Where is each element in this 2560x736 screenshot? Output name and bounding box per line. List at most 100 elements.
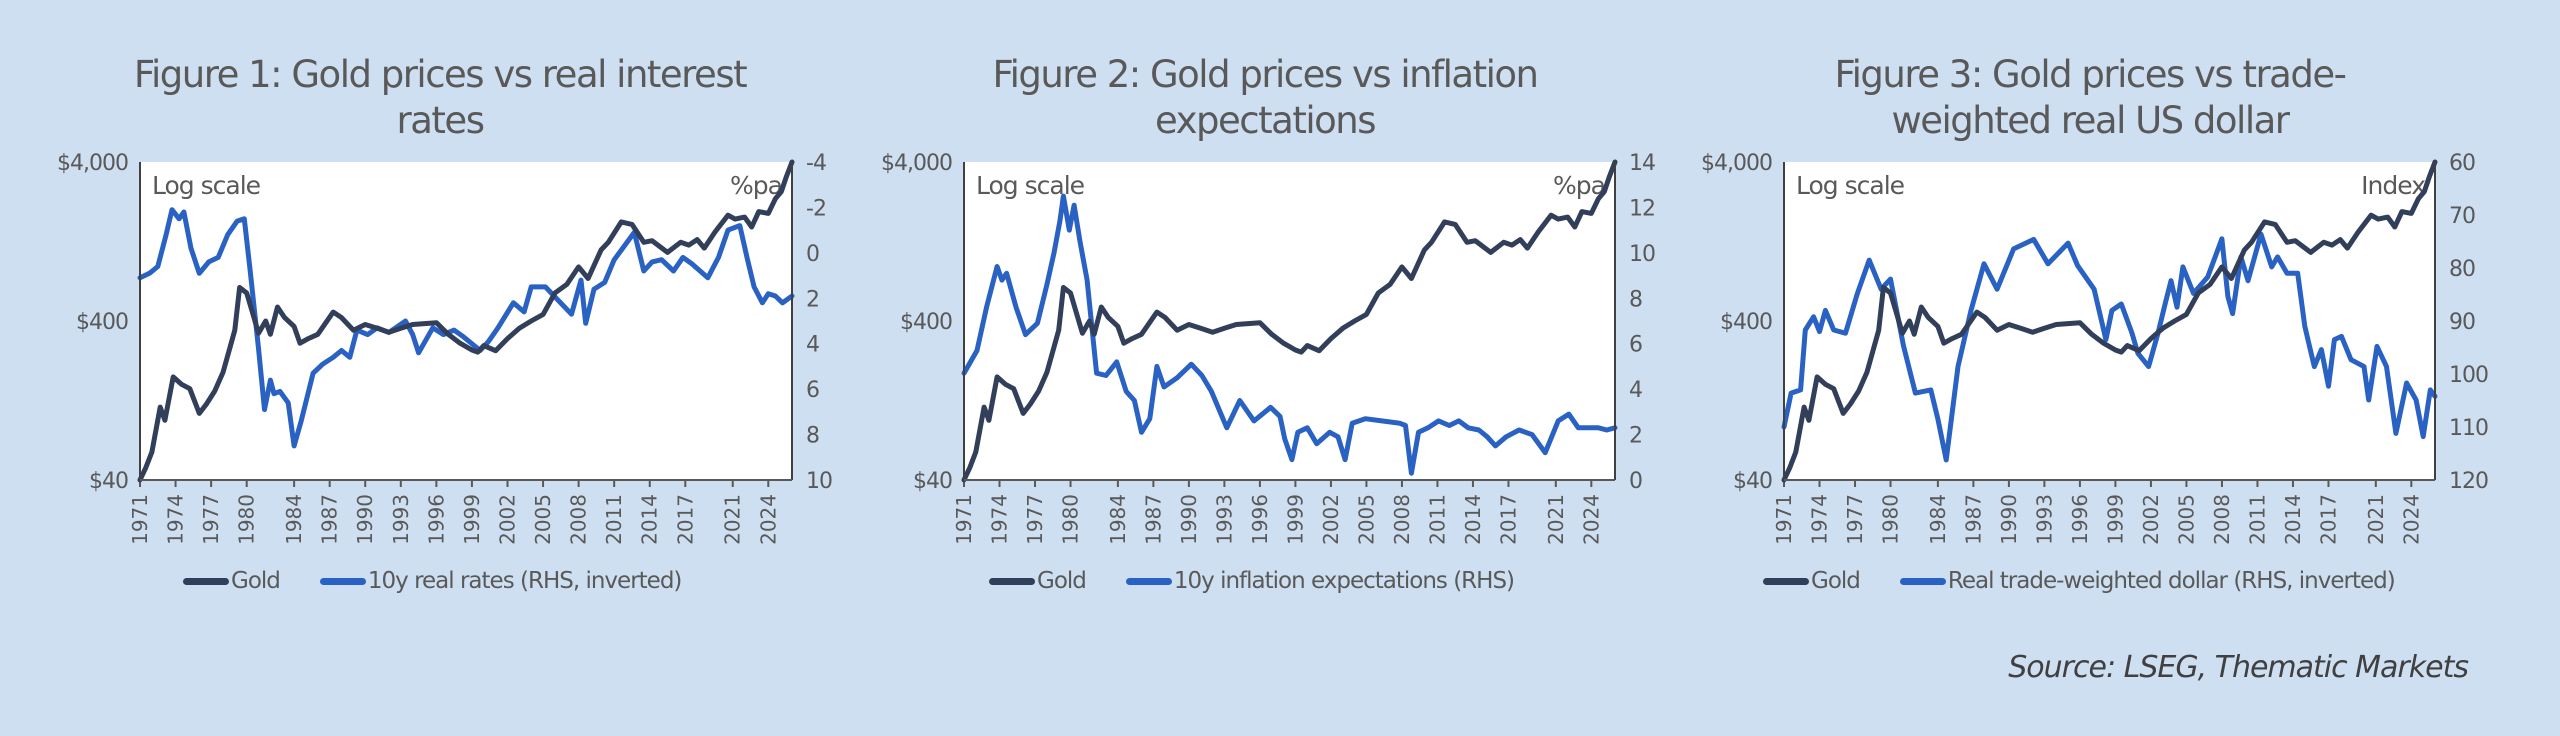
x-axis-tick-label: 1977	[1843, 494, 1867, 545]
right-axis-tick-label: 90	[2449, 310, 2475, 335]
x-axis-tick-label: 1987	[1961, 494, 1985, 545]
x-axis-tick-label: 1996	[1248, 494, 1272, 545]
x-axis-tick-label: 1984	[282, 494, 306, 545]
x-axis-tick-label: 1971	[952, 494, 976, 545]
right-axis-tick-label: 2	[806, 287, 819, 312]
x-axis-tick-label: 2005	[1354, 494, 1378, 545]
x-axis-tick-label: 1984	[1106, 494, 1130, 545]
x-axis-tick-label: 1996	[2068, 494, 2092, 545]
x-axis-tick-label: 2002	[495, 494, 519, 545]
figure-2: Figure 2: Gold prices vs inflation expec…	[881, 53, 1656, 594]
left-axis-tick-label: $4,000	[57, 151, 128, 176]
right-axis-tick-label: 8	[806, 424, 819, 449]
x-axis-tick-label: 2011	[1425, 494, 1449, 545]
x-axis-tick-label: 2008	[567, 494, 591, 545]
x-axis-tick-label: 1993	[2032, 494, 2056, 545]
figure-1-chart: $4,000 $400 $40 -4 -2 0 2 4 6 8 10 1971 1974 1977 1980…	[57, 151, 833, 545]
right-axis-tick-label: 8	[1629, 287, 1642, 312]
x-axis-tick-label: 1974	[1808, 494, 1832, 545]
x-axis-tick-label: 1987	[318, 494, 342, 545]
right-axis-tick-label: 4	[806, 333, 819, 358]
series-rhs-line	[961, 193, 1618, 476]
legend-item-inflation-expectations: 10y inflation expectations (RHS)	[1125, 568, 1515, 594]
legend-swatch-inflation-expectations	[1125, 577, 1172, 585]
figure-3: Figure 3: Gold prices vs trade- weighted…	[1701, 53, 2489, 594]
left-axis-tick-label: $400	[900, 310, 952, 335]
x-axis-tick-label: 2005	[2174, 494, 2198, 545]
x-axis-tick-label: 1980	[235, 494, 259, 545]
x-axis-tick-label: 2021	[721, 494, 745, 545]
left-axis-tick-label: $40	[913, 469, 952, 494]
x-axis-tick-label: 2014	[2281, 494, 2305, 545]
x-axis-tick-label: 1971	[1772, 494, 1796, 545]
x-axis-tick-label: 2008	[2210, 494, 2234, 545]
right-axis-tick-label: 100	[2449, 363, 2488, 388]
x-axis-tick-label: 2024	[2399, 494, 2423, 545]
legend-item-gold: Gold	[1763, 568, 1861, 594]
x-axis-tick-label: 2014	[638, 494, 662, 545]
legend-swatch-gold	[1763, 577, 1809, 585]
right-axis-tick-label: 0	[806, 242, 819, 267]
x-axis-tick-label: 2024	[1579, 494, 1603, 545]
right-axis-tick-label: 6	[806, 378, 819, 403]
right-axis-tick-label: 0	[1629, 469, 1642, 494]
series-gold-line	[1781, 159, 2438, 483]
x-axis-tick-label: 2017	[673, 494, 697, 545]
right-axis-tick-label: 6	[1629, 333, 1642, 358]
right-axis-tick-label: 14	[1629, 151, 1655, 176]
series-gold-line	[961, 159, 1618, 483]
figure-1-title: Figure 1: Gold prices vs real interest r…	[133, 53, 748, 142]
source-note: Source: LSEG, Thematic Markets	[2008, 650, 2469, 685]
figure-2-title: Figure 2: Gold prices vs inflation expec…	[992, 53, 1539, 142]
left-axis-tick-label: $4,000	[881, 151, 952, 176]
left-axis-tick-label: $400	[1720, 310, 1772, 335]
x-axis-tick-label: 1999	[2103, 494, 2127, 545]
x-axis-tick-label: 1980	[1059, 494, 1083, 545]
right-axis-tick-label: 10	[806, 469, 832, 494]
x-axis-tick-label: 1974	[988, 494, 1012, 545]
x-axis-tick-label: 2021	[1544, 494, 1568, 545]
left-axis-tick-label: $40	[89, 469, 128, 494]
x-axis-tick-label: 1996	[424, 494, 448, 545]
log-scale-annotation: Log scale	[1796, 171, 1905, 200]
x-axis-tick-label: 1977	[1023, 494, 1047, 545]
left-axis-tick-label: $40	[1733, 469, 1772, 494]
x-axis-tick-label: 2005	[531, 494, 555, 545]
series-rhs-line	[137, 207, 795, 449]
x-axis-tick-label: 1999	[460, 494, 484, 545]
legend-swatch-gold	[183, 577, 229, 585]
right-axis-tick-label: -2	[806, 196, 826, 221]
figure-3-chart: $4,000 $400 $40 60 70 80 90 100 110 120 1971 1974 19…	[1701, 151, 2489, 545]
legend-swatch-real-dollar	[1899, 577, 1946, 585]
right-axis-tick-label: 60	[2449, 151, 2475, 176]
legend-item-gold: Gold	[183, 568, 281, 594]
right-axis-unit-label: Index	[2361, 171, 2425, 200]
x-axis-tick-label: 2002	[1319, 494, 1343, 545]
left-axis-tick-label: $4,000	[1701, 151, 1772, 176]
x-axis-tick-label: 2024	[756, 494, 780, 545]
x-axis-tick-label: 2021	[2364, 494, 2388, 545]
right-axis-tick-label: 4	[1629, 378, 1642, 403]
x-axis-tick-label: 1974	[164, 494, 188, 545]
x-axis-tick-label: 2017	[2316, 494, 2340, 545]
figure-2-legend: Gold 10y inflation expectations (RHS)	[989, 568, 1554, 594]
legend-item-real-dollar: Real trade-weighted dollar (RHS, inverte…	[1899, 568, 2396, 594]
plot-area	[140, 162, 792, 480]
x-axis-tick-label: 2008	[1390, 494, 1414, 545]
left-axis-tick-label: $400	[76, 310, 128, 335]
right-axis-tick-label: 80	[2449, 257, 2475, 282]
right-axis-tick-label: 120	[2449, 469, 2488, 494]
x-axis-tick-label: 1984	[1926, 494, 1950, 545]
right-axis-tick-label: 10	[1629, 242, 1655, 267]
right-axis-tick-label: -4	[806, 151, 826, 176]
figure-3-legend: Gold Real trade-weighted dollar (RHS, in…	[1763, 568, 2435, 594]
right-axis-tick-label: 70	[2449, 204, 2475, 229]
x-axis-tick-label: 1990	[1177, 494, 1201, 545]
right-axis-unit-label: %pa	[1553, 171, 1605, 200]
right-axis-tick-label: 2	[1629, 424, 1642, 449]
figure-1: Figure 1: Gold prices vs real interest r…	[0, 0, 850, 640]
legend-item-real-rates: 10y real rates (RHS, inverted)	[319, 568, 682, 594]
right-axis-unit-label: %pa	[730, 171, 782, 200]
x-axis-tick-label: 1990	[1997, 494, 2021, 545]
